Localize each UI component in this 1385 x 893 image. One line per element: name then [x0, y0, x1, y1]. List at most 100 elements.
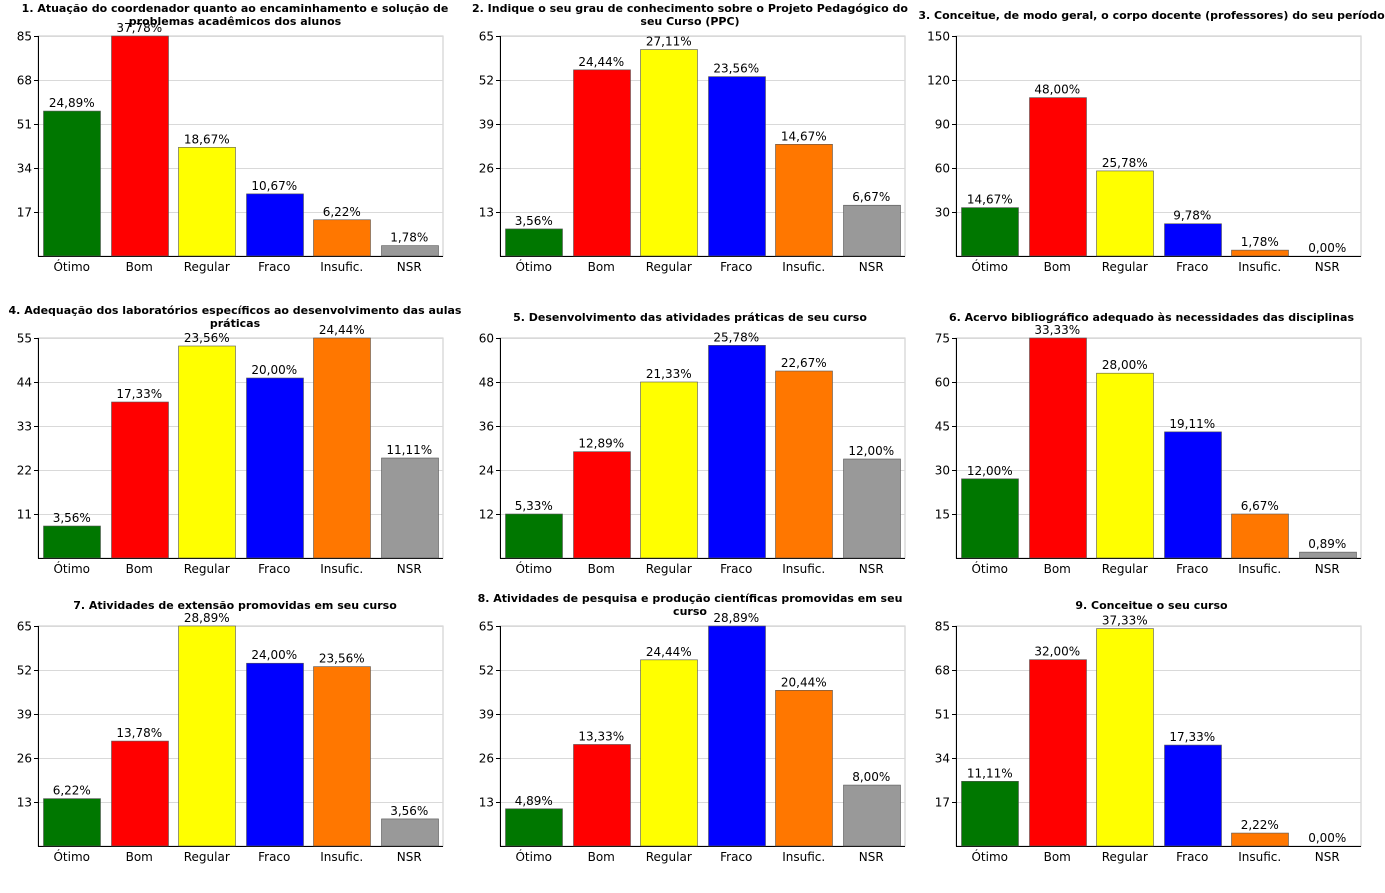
data-label: 25,78% — [1102, 156, 1148, 170]
bar — [640, 659, 698, 847]
y-tick-label: 30 — [935, 464, 950, 478]
bar — [1299, 551, 1357, 559]
chart-title: 1. Atuação do coordenador quanto ao enca… — [0, 0, 470, 30]
chart-title-text: 7. Atividades de extensão promovidas em … — [73, 598, 397, 612]
chart-panel-7: 7. Atividades de extensão promovidas em … — [0, 590, 470, 888]
chart-panel-1: 1. Atuação do coordenador quanto ao enca… — [0, 0, 470, 298]
data-label: 12,89% — [578, 437, 624, 451]
x-tick-label: Bom — [1044, 562, 1071, 576]
y-tick-label: 34 — [935, 752, 950, 766]
bar-chart: 13 26 39 52 65 6,22% Ótimo 13,78% Bom 28,89% Regul… — [17, 611, 444, 864]
bar — [246, 377, 304, 559]
bar — [313, 337, 371, 559]
x-tick-label: Insufic. — [782, 850, 825, 864]
data-label: 24,44% — [319, 323, 365, 337]
y-tick-label: 12 — [479, 508, 494, 522]
chart-title: 9. Conceitue o seu curso — [918, 590, 1385, 620]
x-tick-label: Regular — [184, 850, 230, 864]
chart-panel-3: 3. Conceitue, de modo geral, o corpo doc… — [918, 0, 1385, 298]
bar — [381, 245, 439, 257]
data-label: 14,67% — [967, 193, 1013, 207]
x-tick-label: Fraco — [258, 562, 290, 576]
plot-area — [37, 35, 444, 257]
y-tick-label: 45 — [935, 420, 950, 434]
x-tick-label: NSR — [1315, 850, 1340, 864]
y-tick-label: 55 — [17, 332, 32, 346]
y-tick-label: 150 — [927, 30, 950, 44]
chart-title-text: 9. Conceitue o seu curso — [1075, 598, 1228, 612]
x-tick-label: Insufic. — [1238, 562, 1281, 576]
x-tick-label: NSR — [397, 850, 422, 864]
bar — [573, 451, 631, 559]
bar — [1231, 832, 1289, 847]
y-tick-label: 13 — [479, 206, 494, 220]
y-tick-label: 68 — [17, 74, 32, 88]
bar — [178, 625, 236, 847]
x-tick-label: Bom — [1044, 260, 1071, 274]
bar — [843, 784, 901, 847]
bar — [111, 740, 169, 847]
bar — [1164, 744, 1222, 847]
data-label: 12,00% — [848, 444, 894, 458]
data-label: 5,33% — [515, 499, 553, 513]
x-tick-label: Insufic. — [320, 562, 363, 576]
x-tick-label: Fraco — [1176, 260, 1208, 274]
bar — [1096, 372, 1154, 559]
data-label: 28,89% — [713, 611, 759, 625]
chart-title-text: 8. Atividades de pesquisa e produção cie… — [477, 592, 903, 618]
x-tick-label: Regular — [1102, 260, 1148, 274]
bar-chart: 11 22 33 44 55 3,56% Ótimo 17,33% Bom 23,56% Regul… — [17, 323, 444, 576]
x-tick-label: Insufic. — [1238, 260, 1281, 274]
data-label: 1,78% — [390, 231, 428, 245]
data-label: 37,33% — [1102, 614, 1148, 628]
y-tick-label: 39 — [479, 708, 494, 722]
x-tick-label: Ótimo — [971, 849, 1008, 864]
x-tick-label: Regular — [184, 562, 230, 576]
data-label: 12,00% — [967, 464, 1013, 478]
bar — [111, 35, 169, 257]
bar — [381, 818, 439, 847]
x-tick-label: NSR — [859, 850, 884, 864]
chart-title: 4. Adequação dos laboratórios específico… — [0, 302, 470, 332]
data-label: 24,44% — [578, 55, 624, 69]
data-label: 1,78% — [1241, 235, 1279, 249]
bar — [961, 207, 1019, 257]
bar — [43, 525, 101, 559]
y-tick-label: 17 — [17, 206, 32, 220]
y-tick-label: 11 — [17, 508, 32, 522]
x-tick-label: Bom — [588, 260, 615, 274]
bar — [1164, 223, 1222, 257]
chart-title: 3. Conceitue, de modo geral, o corpo doc… — [918, 0, 1385, 30]
x-tick-label: Bom — [126, 850, 153, 864]
chart-panel-9: 9. Conceitue o seu curso 17 34 51 68 85 11,11%… — [918, 590, 1385, 888]
data-label: 11,11% — [967, 766, 1013, 780]
x-tick-label: Insufic. — [320, 260, 363, 274]
plot-area — [955, 35, 1362, 257]
data-label: 17,33% — [116, 387, 162, 401]
x-tick-label: Ótimo — [53, 259, 90, 274]
bar — [1164, 431, 1222, 559]
chart-panel-5: 5. Desenvolvimento das atividades prátic… — [462, 302, 918, 600]
x-tick-label: NSR — [859, 260, 884, 274]
bar — [961, 478, 1019, 559]
chart-title-text: 5. Desenvolvimento das atividades prátic… — [513, 310, 867, 324]
chart-title: 2. Indique o seu grau de conhecimento so… — [462, 0, 918, 30]
chart-panel-6: 6. Acervo bibliográfico adequado às nece… — [918, 302, 1385, 600]
bar — [313, 666, 371, 847]
data-label: 2,22% — [1241, 818, 1279, 832]
bar — [381, 457, 439, 559]
y-tick-label: 85 — [17, 30, 32, 44]
bar-chart: 12 24 36 48 60 5,33% Ótimo 12,89% Bom 21,33% Regul… — [479, 330, 906, 576]
bar — [1231, 249, 1289, 257]
bar — [775, 690, 833, 847]
bar — [775, 144, 833, 257]
y-tick-label: 26 — [17, 752, 32, 766]
bar — [573, 69, 631, 257]
data-label: 6,22% — [53, 784, 91, 798]
bar-chart: 17 34 51 68 85 24,89% Ótimo 37,78% Bom 18,67% Regu… — [17, 21, 444, 274]
x-tick-label: Ótimo — [53, 849, 90, 864]
data-label: 20,44% — [781, 675, 827, 689]
data-label: 8,00% — [852, 770, 890, 784]
y-tick-label: 60 — [479, 332, 494, 346]
bar — [1029, 659, 1087, 847]
